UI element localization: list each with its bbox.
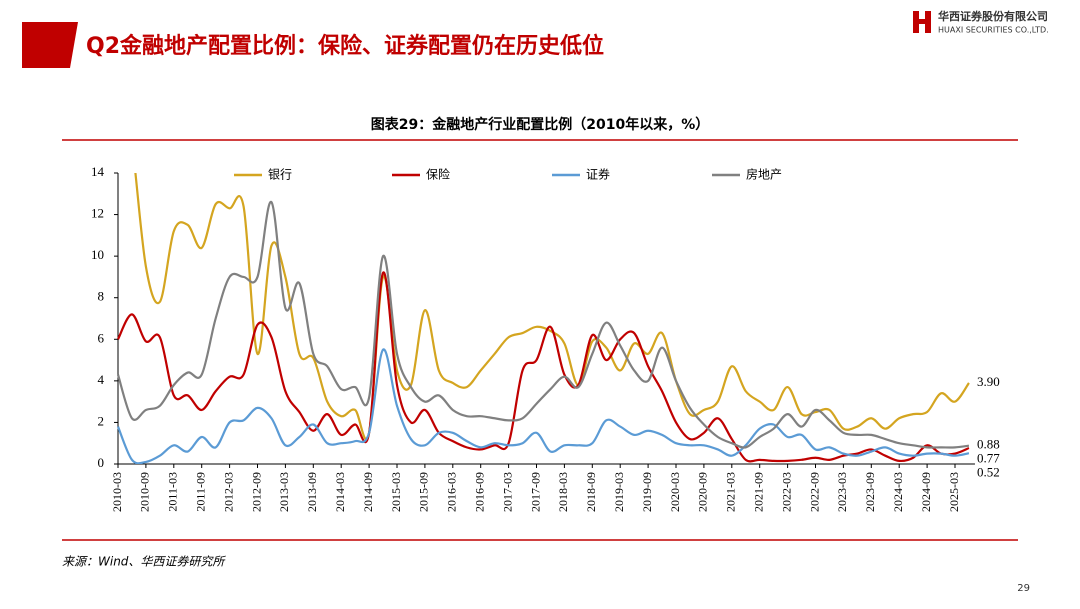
logo-icon bbox=[913, 19, 931, 24]
x-tick-label: 2016-09 bbox=[472, 472, 486, 512]
line-series bbox=[116, 348, 970, 464]
y-tick-label: 10 bbox=[91, 247, 104, 262]
legend-label: 保险 bbox=[426, 167, 450, 182]
plot bbox=[116, 173, 970, 464]
x-tick-label: 2019-09 bbox=[640, 472, 654, 512]
header-block bbox=[22, 22, 78, 68]
x-tick-label: 2021-09 bbox=[751, 472, 765, 512]
x-tick-label: 2016-03 bbox=[445, 472, 459, 512]
slide-title: Q2金融地产配置比例：保险、证券配置仍在历史低位 bbox=[86, 33, 604, 59]
x-tick-label: 2015-09 bbox=[417, 472, 431, 512]
data-label: 3.90 bbox=[977, 374, 1000, 389]
x-tick-label: 2018-03 bbox=[556, 472, 570, 512]
x-tick-label: 2025-03 bbox=[947, 472, 961, 512]
x-tick-label: 2022-03 bbox=[779, 472, 793, 512]
y-tick-label: 0 bbox=[98, 455, 105, 470]
line-series bbox=[117, 271, 970, 463]
x-tick-label: 2021-03 bbox=[724, 472, 738, 512]
x-tick-label: 2011-09 bbox=[193, 472, 207, 512]
x-tick-label: 2023-09 bbox=[863, 472, 877, 512]
x-tick-label: 2015-03 bbox=[389, 472, 403, 512]
x-tick-label: 2018-09 bbox=[584, 472, 598, 512]
chart-title: 图表29：金融地产行业配置比例（2010年以来，%） bbox=[371, 116, 709, 133]
x-tick-label: 2012-09 bbox=[249, 472, 263, 512]
x-tick-label: 2014-09 bbox=[361, 472, 375, 512]
data-label: 0.52 bbox=[977, 465, 1000, 480]
x-tick-label: 2013-03 bbox=[277, 472, 291, 512]
x-tick-label: 2023-03 bbox=[835, 472, 849, 512]
y-tick-label: 4 bbox=[98, 372, 105, 387]
page-number: 29 bbox=[1017, 583, 1030, 594]
x-tick-label: 2014-03 bbox=[333, 472, 347, 512]
y-tick-label: 6 bbox=[98, 330, 105, 345]
legend-label: 房地产 bbox=[746, 167, 782, 182]
y-tick-label: 12 bbox=[91, 206, 104, 221]
x-tick-label: 2022-09 bbox=[807, 472, 821, 512]
logo-en: HUAXI SECURITIES CO.,LTD. bbox=[938, 26, 1049, 35]
logo-name: 华西证券股份有限公司 bbox=[938, 9, 1048, 23]
y-tick-label: 8 bbox=[98, 289, 105, 304]
x-tick-label: 2019-03 bbox=[612, 472, 626, 512]
x-tick-label: 2024-09 bbox=[919, 472, 933, 512]
x-tick-label: 2010-09 bbox=[138, 472, 152, 512]
line-series bbox=[134, 173, 970, 441]
y-tick-label: 2 bbox=[98, 413, 105, 428]
x-tick-label: 2020-03 bbox=[668, 472, 682, 512]
x-tick-label: 2011-03 bbox=[166, 472, 180, 512]
data-label: 0.77 bbox=[977, 451, 1000, 466]
legend-label: 银行 bbox=[268, 168, 292, 182]
data-label: 0.88 bbox=[977, 437, 1000, 452]
line-series bbox=[116, 200, 970, 449]
x-tick-label: 2020-09 bbox=[696, 472, 710, 512]
x-tick-label: 2010-03 bbox=[110, 472, 124, 512]
y-tick-label: 14 bbox=[91, 164, 105, 179]
x-tick-label: 2012-03 bbox=[221, 472, 235, 512]
x-tick-label: 2024-03 bbox=[891, 472, 905, 512]
legend-label: 证券 bbox=[586, 167, 610, 182]
x-tick-label: 2017-09 bbox=[528, 472, 542, 512]
x-tick-label: 2017-03 bbox=[500, 472, 514, 512]
source: 来源：Wind、华西证券研究所 bbox=[62, 555, 226, 569]
x-tick-label: 2013-09 bbox=[305, 472, 319, 512]
